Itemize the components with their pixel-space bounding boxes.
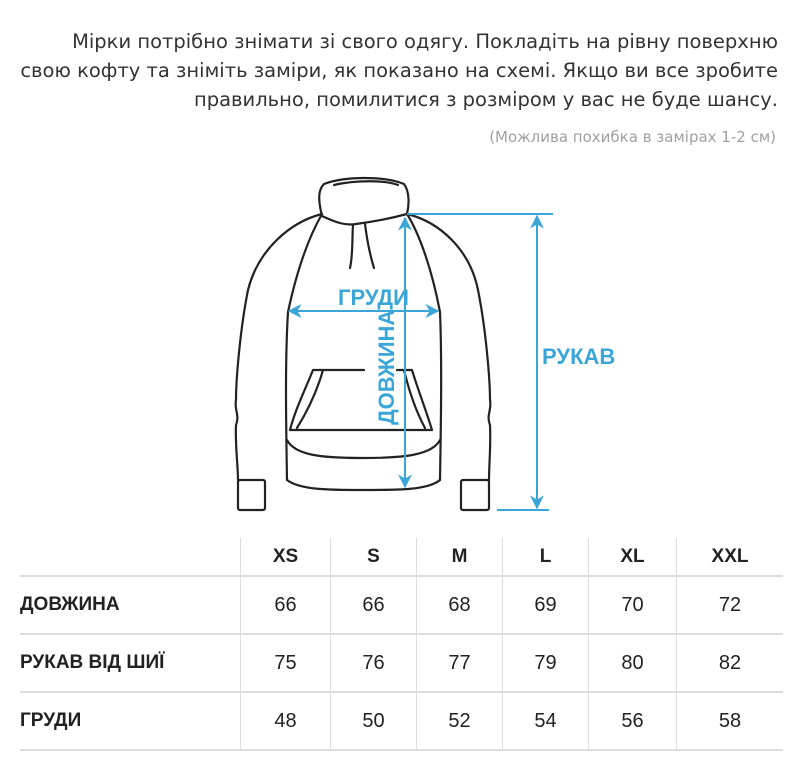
table-cell: 69 xyxy=(502,576,589,635)
size-chart-table: XS S M L XL XXL ДОВЖИНА 66 66 68 69 70 7… xyxy=(20,538,783,751)
table-cell: 54 xyxy=(502,692,589,751)
empty-header-cell xyxy=(20,538,241,577)
table-cell: 76 xyxy=(330,634,417,693)
table-header-row: XS S M L XL XXL xyxy=(20,538,783,577)
table-cell: 66 xyxy=(330,576,417,635)
row-label: ГРУДИ xyxy=(20,692,241,751)
row-label: РУКАВ ВІД ШИЇ xyxy=(20,634,241,693)
table-row: ГРУДИ 48 50 52 54 56 58 xyxy=(20,692,783,751)
table-cell: 66 xyxy=(240,576,331,635)
table-cell: 58 xyxy=(676,692,783,751)
table-cell: 77 xyxy=(416,634,503,693)
hoodie-outline xyxy=(234,176,492,512)
table-cell: 72 xyxy=(676,576,783,635)
size-header: L xyxy=(502,538,589,577)
table-row: РУКАВ ВІД ШИЇ 75 76 77 79 80 82 xyxy=(20,634,783,693)
table-cell: 50 xyxy=(330,692,417,751)
table-row: ДОВЖИНА 66 66 68 69 70 72 xyxy=(20,576,783,635)
table-cell: 56 xyxy=(588,692,677,751)
measurement-error-note: (Можлива похибка в замірах 1-2 см) xyxy=(489,128,776,146)
table-cell: 75 xyxy=(240,634,331,693)
table-cell: 79 xyxy=(502,634,589,693)
table-cell: 52 xyxy=(416,692,503,751)
measurement-lines xyxy=(287,213,553,511)
table-cell: 68 xyxy=(416,576,503,635)
length-label: ДОВЖИНА xyxy=(374,310,399,425)
size-header: XL xyxy=(588,538,677,577)
table-cell: 80 xyxy=(588,634,677,693)
table-cell: 82 xyxy=(676,634,783,693)
table-cell: 70 xyxy=(588,576,677,635)
size-header: XXL xyxy=(676,538,783,577)
row-label: ДОВЖИНА xyxy=(20,576,241,635)
size-header: S xyxy=(330,538,417,577)
intro-text: Мірки потрібно знімати зі свого одягу. П… xyxy=(20,30,778,111)
hoodie-measurement-diagram: ГРУДИ РУКАВ ДОВЖИНА xyxy=(234,176,615,512)
size-header: XS xyxy=(240,538,331,577)
table-cell: 48 xyxy=(240,692,331,751)
sleeve-label: РУКАВ xyxy=(542,344,615,369)
chest-label: ГРУДИ xyxy=(338,285,409,310)
size-header: M xyxy=(416,538,503,577)
